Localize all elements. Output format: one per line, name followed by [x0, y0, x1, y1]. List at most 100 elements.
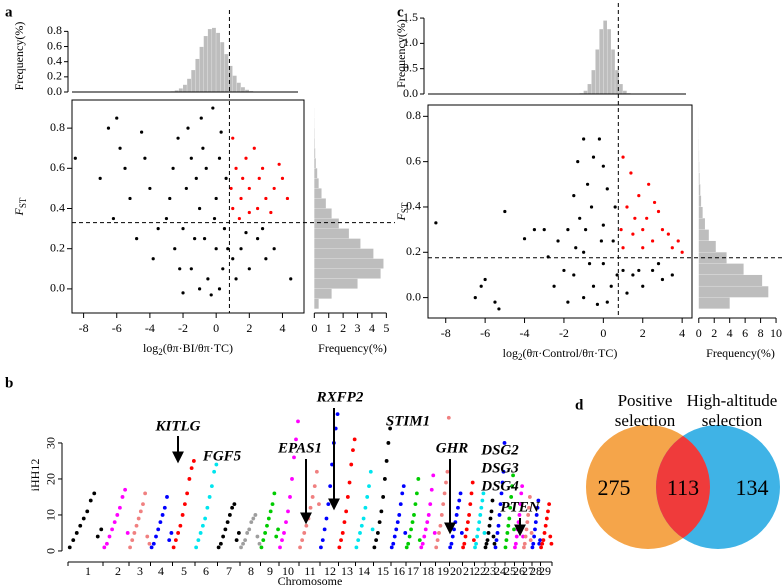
histogram-bar — [314, 208, 332, 219]
point — [428, 502, 433, 507]
point — [473, 545, 477, 550]
y-axis-label-part: ST — [400, 202, 410, 213]
point — [597, 137, 602, 141]
histogram-bar — [245, 89, 250, 92]
y-axis-label-part: ST — [18, 197, 28, 208]
point — [351, 448, 355, 453]
point — [497, 513, 502, 517]
x-tick-label: 10 — [282, 564, 294, 578]
point — [452, 527, 456, 532]
x-tick-label: -2 — [178, 321, 188, 335]
point — [397, 513, 402, 517]
point — [181, 227, 185, 231]
point — [543, 523, 548, 528]
x-axis-label: Frequency(%) — [318, 341, 387, 355]
y-tick-label: 0.8 — [50, 120, 65, 134]
point — [645, 216, 649, 220]
point — [211, 106, 215, 110]
histogram-bar — [178, 88, 183, 92]
y-axis-label: iHH12 — [28, 459, 42, 492]
point — [522, 237, 527, 241]
point — [247, 186, 251, 191]
point — [574, 246, 578, 250]
x-tick-label: 5 — [383, 321, 389, 335]
point — [504, 538, 509, 543]
x-tick-label: 11 — [304, 564, 316, 578]
x-tick-label: 0 — [600, 326, 606, 340]
histogram-bar — [611, 49, 615, 94]
point — [88, 498, 93, 503]
point — [168, 196, 172, 201]
point — [432, 531, 437, 535]
point — [473, 296, 477, 300]
point — [306, 516, 311, 521]
point — [537, 541, 542, 546]
point — [631, 273, 635, 277]
x-tick-label: 29 — [539, 564, 551, 578]
histogram-bar — [199, 46, 204, 92]
x-axis-label: log2(θπ·Control/θπ·TC) — [503, 346, 618, 362]
histogram-bar — [698, 206, 703, 218]
point — [349, 462, 354, 467]
point — [605, 187, 609, 191]
point — [257, 541, 262, 546]
point — [198, 287, 202, 291]
point — [542, 531, 547, 535]
x-tick-label: 7 — [226, 564, 232, 578]
point — [261, 538, 266, 543]
point — [115, 513, 120, 517]
point — [95, 534, 100, 539]
point — [542, 228, 546, 232]
point — [123, 487, 127, 492]
point — [194, 176, 198, 180]
point — [290, 477, 294, 481]
y-tick-label: 0.0 — [47, 84, 62, 98]
point — [503, 209, 507, 214]
point — [438, 523, 443, 528]
point — [374, 538, 379, 543]
point — [294, 437, 298, 442]
point — [171, 545, 176, 550]
point — [513, 541, 518, 546]
point — [522, 545, 526, 550]
point — [335, 412, 340, 417]
histogram-bar — [314, 278, 358, 289]
histogram-bar — [698, 286, 769, 298]
point — [448, 545, 453, 550]
point — [392, 534, 397, 539]
point — [422, 534, 427, 539]
point — [398, 502, 403, 507]
point — [459, 531, 464, 535]
point — [520, 484, 525, 489]
y-tick-label: 10 — [44, 509, 58, 521]
point — [234, 277, 238, 281]
point — [263, 531, 268, 535]
point — [222, 227, 227, 231]
point — [272, 186, 276, 191]
point — [282, 531, 286, 535]
point — [437, 531, 441, 535]
point — [544, 516, 549, 521]
point — [472, 538, 476, 543]
x-tick-label: 23 — [484, 564, 496, 578]
histogram-bar — [207, 29, 212, 93]
x-tick-label: 13 — [341, 564, 353, 578]
point — [532, 534, 537, 539]
point — [292, 455, 296, 460]
point — [426, 513, 431, 517]
point — [621, 268, 625, 273]
histogram-bar — [241, 87, 245, 92]
point — [482, 531, 487, 535]
point — [515, 527, 520, 532]
point — [296, 419, 300, 424]
point — [625, 291, 629, 295]
histogram-bar — [619, 84, 623, 94]
point — [276, 527, 280, 532]
point — [435, 538, 440, 543]
point — [138, 509, 143, 514]
point — [641, 284, 645, 288]
histogram-bar — [591, 70, 596, 94]
x-tick-label: -6 — [112, 321, 122, 335]
point — [274, 534, 279, 539]
x-tick-label: -2 — [559, 326, 569, 340]
